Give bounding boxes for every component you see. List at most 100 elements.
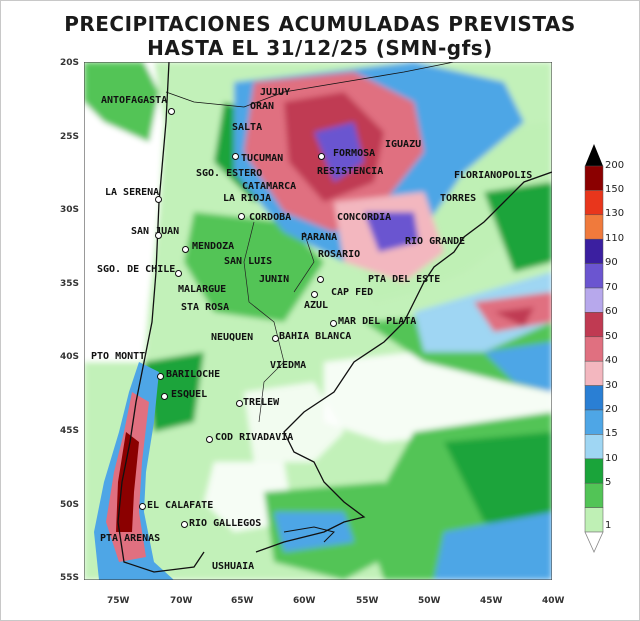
lat-label: 20S	[60, 58, 80, 68]
city-label: SGO. DE CHILE	[97, 264, 176, 275]
city-label: CAP FED	[331, 287, 374, 298]
colorbar-label: 1	[605, 520, 612, 531]
city-marker	[161, 393, 168, 400]
city-label: LA RIOJA	[223, 193, 272, 204]
colorbar-swatch	[584, 190, 604, 216]
colorbar-swatch	[584, 214, 604, 240]
city-label: MALARGUE	[178, 284, 227, 295]
lon-label: 40W	[542, 596, 565, 606]
colorbar-label: 5	[605, 477, 612, 488]
city-marker	[317, 276, 324, 283]
city-marker	[182, 246, 189, 253]
city-label: JUNIN	[259, 274, 290, 285]
city-label: PTA ARENAS	[100, 533, 161, 544]
colorbar-swatch	[584, 336, 604, 362]
city-marker	[318, 153, 325, 160]
colorbar-swatch	[584, 263, 604, 289]
city-marker	[175, 270, 182, 277]
colorbar-swatch	[584, 434, 604, 460]
colorbar-label: 40	[605, 355, 618, 366]
city-label: LA SERENA	[105, 187, 160, 198]
colorbar-swatch	[584, 458, 604, 484]
city-label: FLORIANOPOLIS	[454, 170, 533, 181]
map-subtitle: HASTA EL 31/12/25 (SMN-gfs)	[147, 36, 493, 60]
city-label: SALTA	[232, 122, 263, 133]
city-marker	[272, 335, 279, 342]
city-label: IGUAZU	[385, 139, 422, 150]
colorbar-swatch	[584, 312, 604, 338]
city-label: JUJUY	[260, 87, 291, 98]
lon-label: 75W	[107, 596, 130, 606]
city-label: AZUL	[304, 300, 329, 311]
colorbar-swatch	[584, 385, 604, 411]
lon-label: 45W	[480, 596, 503, 606]
city-label: CATAMARCA	[242, 181, 297, 192]
lon-label: 65W	[231, 596, 254, 606]
city-label: ANTOFAGASTA	[101, 95, 168, 106]
city-label: VIEDMA	[270, 360, 307, 371]
city-label: ORAN	[250, 101, 275, 112]
city-label: SAN LUIS	[224, 256, 273, 267]
city-marker	[330, 320, 337, 327]
city-label: MAR DEL PLATA	[338, 316, 417, 327]
lon-label: 70W	[170, 596, 193, 606]
city-label: BARILOCHE	[166, 369, 221, 380]
city-label: PARANA	[301, 232, 338, 243]
city-label: NEUQUEN	[211, 332, 254, 343]
city-label: SGO. ESTERO	[196, 168, 263, 179]
city-marker	[311, 291, 318, 298]
lat-label: 40S	[60, 352, 80, 362]
lat-label: 55S	[60, 573, 80, 583]
colorbar-label: 30	[605, 380, 618, 391]
colorbar-swatch	[584, 360, 604, 386]
lon-label: 50W	[418, 596, 441, 606]
lat-label: 45S	[60, 426, 80, 436]
city-marker	[168, 108, 175, 115]
city-marker	[206, 436, 213, 443]
city-label: PTA DEL ESTE	[368, 274, 441, 285]
city-label: STA ROSA	[181, 302, 230, 313]
city-label: ESQUEL	[171, 389, 208, 400]
colorbar-label: 60	[605, 306, 618, 317]
city-label: MENDOZA	[192, 241, 235, 252]
city-label: ROSARIO	[318, 249, 361, 260]
city-marker	[236, 400, 243, 407]
colorbar-label: 150	[605, 184, 625, 195]
colorbar-swatch	[584, 482, 604, 508]
city-label: FORMOSA	[333, 148, 376, 159]
city-marker	[238, 213, 245, 220]
city-label: TORRES	[440, 193, 477, 204]
city-label: TUCUMAN	[241, 153, 284, 164]
colorbar-swatch	[584, 507, 604, 533]
colorbar-label: 50	[605, 331, 618, 342]
city-marker	[181, 521, 188, 528]
city-label: USHUAIA	[212, 561, 255, 572]
colorbar-swatch	[584, 238, 604, 264]
city-label: BAHIA BLANCA	[279, 331, 352, 342]
colorbar-label: 200	[605, 160, 625, 171]
lat-label: 35S	[60, 279, 80, 289]
colorbar	[584, 144, 604, 553]
lat-label: 30S	[60, 205, 80, 215]
city-label: CONCORDIA	[337, 212, 392, 223]
lon-label: 60W	[293, 596, 316, 606]
city-label: CORDOBA	[249, 212, 292, 223]
city-marker	[139, 503, 146, 510]
colorbar-label: 15	[605, 428, 618, 439]
colorbar-label: 70	[605, 282, 618, 293]
city-label: TRELEW	[243, 397, 280, 408]
lon-label: 55W	[356, 596, 379, 606]
city-label: RESISTENCIA	[317, 166, 384, 177]
lat-label: 25S	[60, 132, 80, 142]
city-label: RIO GALLEGOS	[189, 518, 262, 529]
city-label: PTO MONTT	[91, 351, 146, 362]
map-title: PRECIPITACIONES ACUMULADAS PREVISTAS	[64, 12, 576, 36]
colorbar-swatch	[584, 409, 604, 435]
city-marker	[232, 153, 239, 160]
city-label: EL CALAFATE	[147, 500, 214, 511]
city-label: RIO GRANDE	[405, 236, 466, 247]
lat-label: 50S	[60, 500, 80, 510]
city-marker	[155, 232, 162, 239]
city-label: SAN JUAN	[131, 226, 180, 237]
precipitation-map	[84, 62, 552, 580]
